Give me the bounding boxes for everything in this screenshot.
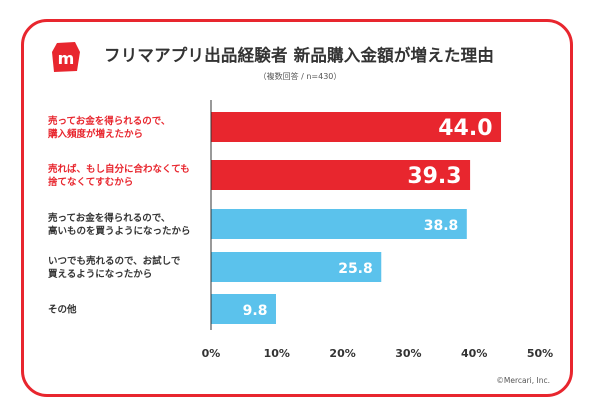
category-label-3-1: 買えるようになったから: [48, 269, 152, 280]
category-label-1-1: 捨てなくてすむから: [48, 176, 133, 188]
copyright-text: ©Mercari, Inc.: [496, 376, 550, 385]
x-tick-label-2: 20%: [329, 347, 355, 360]
bar-4: [211, 294, 276, 324]
bar-1: [211, 160, 471, 190]
category-label-2-1: 高いものを買うようになったから: [48, 225, 191, 237]
category-label-4-0: その他: [48, 304, 77, 316]
category-label-2-0: 売ってお金を得られるので、: [48, 212, 170, 224]
data-label-0: 44.0: [438, 116, 492, 141]
category-label-0-0: 売ってお金を得られるので、: [48, 115, 170, 127]
chart-title: フリマアプリ出品経験者 新品購入金額が増えた理由: [104, 46, 495, 65]
bar-3: [211, 252, 382, 282]
category-label-3-0: いつでも売れるので、お試しで: [48, 255, 181, 267]
x-tick-label-1: 10%: [264, 347, 290, 360]
data-label-3: 25.8: [338, 261, 373, 277]
bar-0: [211, 112, 502, 142]
x-tick-label-5: 50%: [527, 347, 553, 360]
svg-text:m: m: [58, 49, 75, 68]
x-tick-label-4: 40%: [461, 347, 487, 360]
data-label-1: 39.3: [407, 164, 461, 189]
bar-2: [211, 209, 467, 239]
chart-subtitle: （複数回答 / n=430）: [258, 72, 342, 81]
mercari-logo-icon: m: [52, 42, 80, 72]
category-label-0-1: 購入頻度が増えたから: [47, 128, 143, 140]
category-label-1-0: 売れば、もし自分に合わなくても: [48, 163, 190, 175]
data-label-4: 9.8: [243, 303, 268, 319]
x-tick-label-0: 0%: [202, 347, 221, 360]
chart-card: [21, 19, 573, 397]
data-label-2: 38.8: [424, 218, 459, 234]
x-tick-label-3: 30%: [395, 347, 421, 360]
